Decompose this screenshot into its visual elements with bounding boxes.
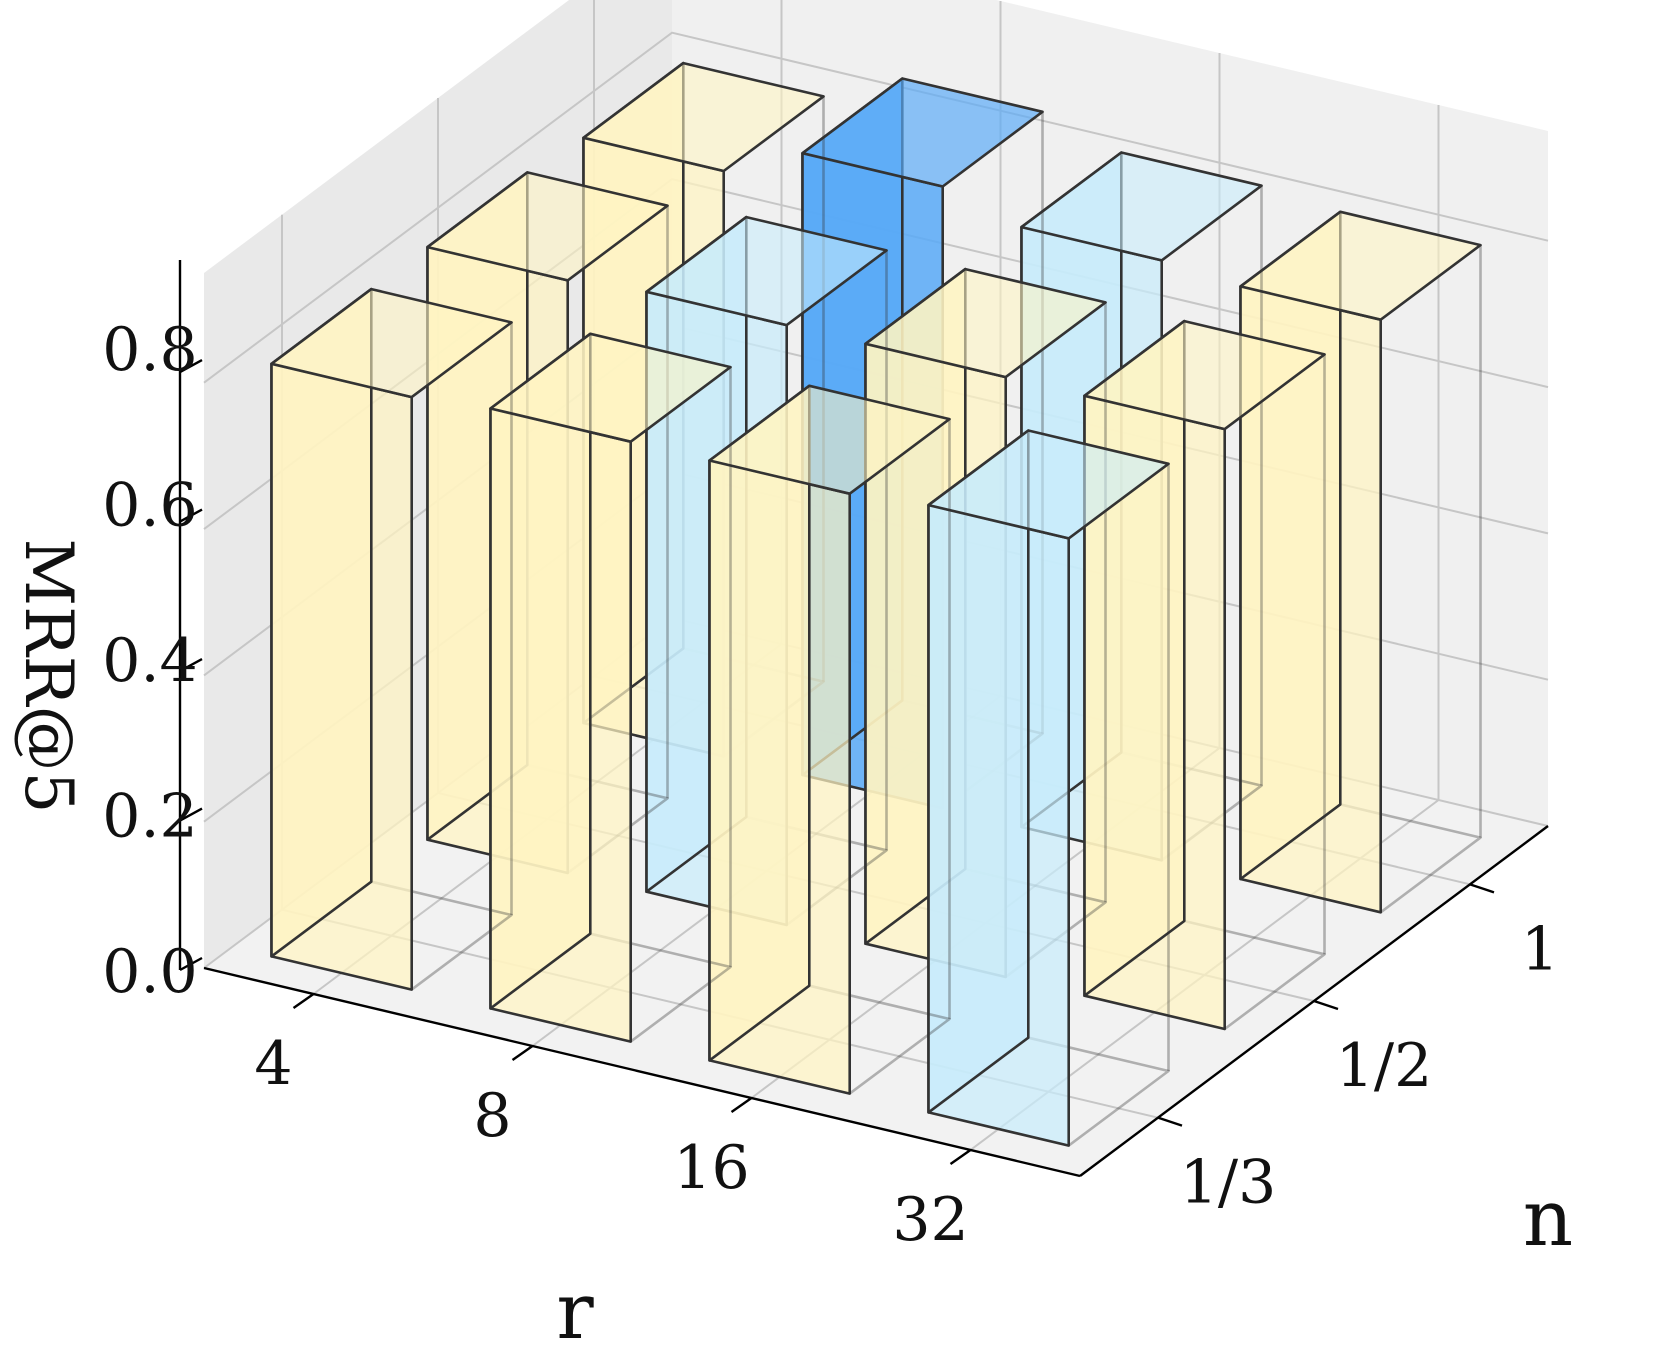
axes-labels: 4 8 16 32 1/3 1/2 1 0.0 0.2 0.4 0.6 0.8 r n MRR@5 <box>10 315 1573 1352</box>
r-tick-label: 16 <box>673 1133 749 1203</box>
bar-top-face <box>801 77 1044 188</box>
r-tick <box>730 1097 753 1113</box>
z-axis-title: MRR@5 <box>10 539 87 814</box>
bar-left-face <box>708 384 811 1062</box>
bar-left-face <box>927 429 1030 1114</box>
r-axis-line <box>203 966 1081 1178</box>
bar-top-face <box>1020 151 1263 262</box>
bar-left-face <box>270 287 373 958</box>
axes-lines <box>178 260 1549 1178</box>
bar-r32-n1-3 <box>927 429 1170 1147</box>
bar-top-face <box>645 215 888 327</box>
r-tick-label: 4 <box>254 1029 292 1099</box>
x-grid-line <box>969 105 1440 1151</box>
z-tick <box>179 956 203 972</box>
z-tick-label: 0.0 <box>102 937 197 1007</box>
bar-back-edge <box>1340 803 1482 914</box>
r-tick <box>511 1045 534 1061</box>
z-tick-label: 0.6 <box>102 471 197 541</box>
r-tick <box>292 993 315 1009</box>
r-tick-label: 32 <box>892 1185 968 1255</box>
bar-top-face <box>489 332 732 444</box>
n-tick-label: 1/3 <box>1180 1148 1277 1218</box>
bar-back-edge <box>808 984 951 1095</box>
z-grid-line <box>203 31 1549 384</box>
n-tick-label: 1 <box>1521 914 1559 984</box>
r-tick-label: 8 <box>473 1081 511 1151</box>
bar-top-face <box>1239 210 1482 322</box>
z-tick <box>179 657 203 673</box>
bar-top-face <box>582 61 825 173</box>
r-axis-title: r <box>556 1267 594 1352</box>
z-tick-label: 0.8 <box>102 315 197 385</box>
bar-back-edge <box>370 880 513 991</box>
bar-r16-n1-3 <box>708 384 951 1095</box>
bar-back-edge <box>1027 1036 1170 1147</box>
bar-top-face <box>927 429 1170 540</box>
bar-back-edge <box>1183 919 1326 1031</box>
r-tick <box>949 1149 972 1165</box>
n-tick <box>1469 883 1495 894</box>
z-tick <box>179 807 203 822</box>
n-tick <box>1313 999 1339 1011</box>
bar-top-face <box>864 267 1107 379</box>
bars-group <box>270 61 1482 1147</box>
z-tick <box>179 359 203 374</box>
bar-back-edge <box>589 932 732 1043</box>
bar-top-face <box>1083 319 1326 431</box>
n-axis-title: n <box>1523 1174 1573 1264</box>
n-tick <box>1157 1116 1183 1127</box>
bar-top-face <box>708 384 951 496</box>
z-tick <box>179 508 203 523</box>
bar-left-face <box>489 332 592 1010</box>
bar-r4-n1-3 <box>270 287 513 991</box>
z-tick-label: 0.4 <box>102 626 197 696</box>
bar-top-face <box>426 171 669 282</box>
z-tick-label: 0.2 <box>102 782 197 852</box>
bar-r8-n1-3 <box>489 332 732 1043</box>
bar-top-face <box>270 287 513 399</box>
n-tick-label: 1/2 <box>1336 1031 1433 1101</box>
